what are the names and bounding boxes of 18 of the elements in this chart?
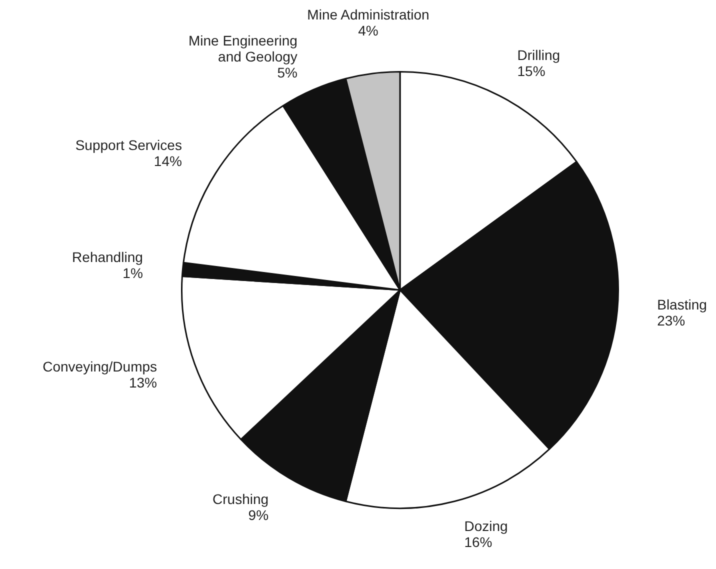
data-label: 9%: [248, 506, 269, 523]
data-label: 5%: [277, 64, 298, 80]
slice-label: Crushing: [212, 490, 269, 507]
slice-label: Blasting: [657, 296, 707, 313]
data-label: 13%: [128, 374, 158, 391]
slice-label: Support Services: [75, 137, 182, 154]
data-label: 4%: [358, 22, 378, 39]
data-label: 14%: [154, 153, 182, 170]
slice-label: Rehandling: [72, 249, 143, 266]
slice-label: Conveying/Dumps: [42, 358, 158, 375]
data-label: 16%: [464, 534, 492, 550]
slice-label: Mine Engineering and Geology: [188, 32, 298, 64]
data-label: 23%: [657, 312, 686, 329]
data-label: 15%: [517, 63, 546, 80]
slice-label: Dozing: [464, 518, 508, 534]
data-label: 1%: [122, 265, 143, 282]
slice-label: Mine Administration: [307, 6, 430, 23]
slice-label: Drilling: [517, 47, 560, 64]
